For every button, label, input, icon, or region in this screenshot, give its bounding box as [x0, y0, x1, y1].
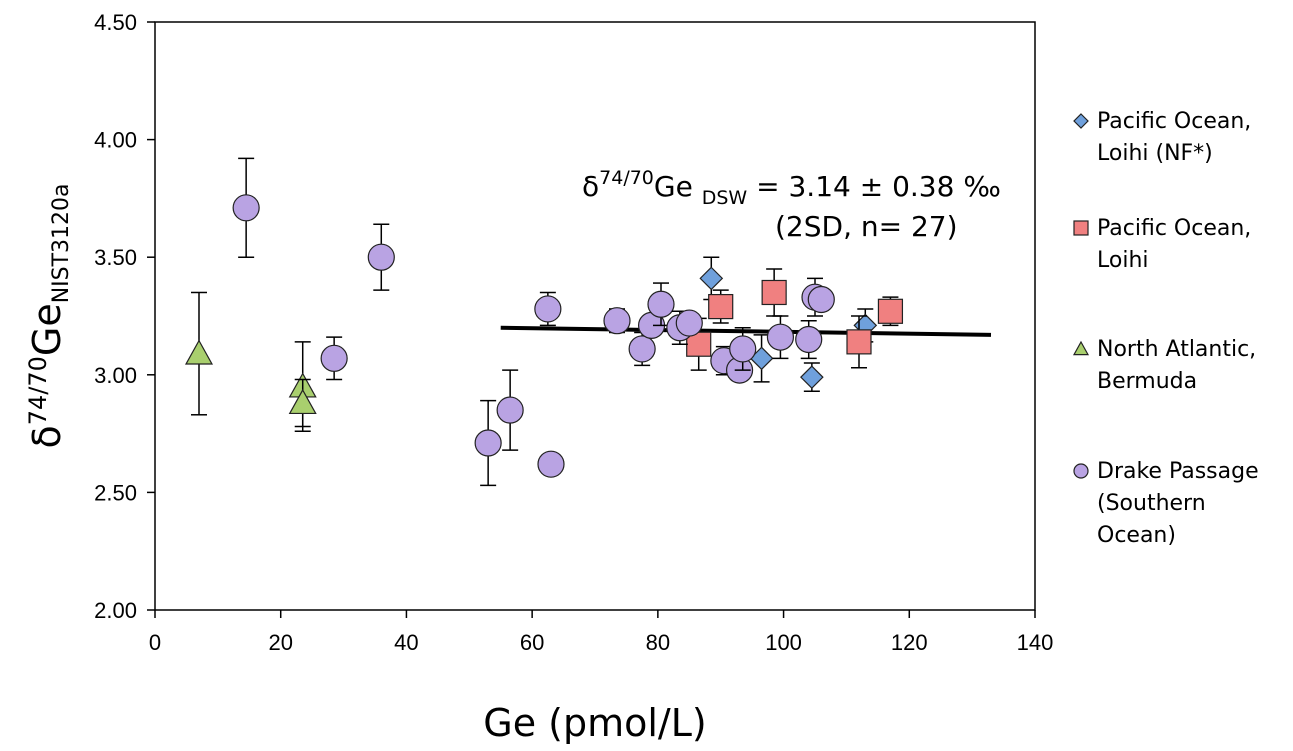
data-point-diamond [800, 365, 824, 390]
data-point-diamond [699, 266, 724, 291]
annotation-line2: (2SD, n= 27) [775, 210, 958, 243]
legend-label: Pacific Ocean, [1097, 216, 1251, 241]
data-point-circle [320, 344, 348, 372]
series-circle [232, 157, 835, 487]
data-point-circle [675, 309, 703, 337]
legend-marker-circle [1073, 463, 1089, 479]
legend-label: Pacific Ocean, [1097, 109, 1251, 134]
y-tick-label: 4.50 [94, 10, 137, 35]
x-tick-label: 40 [394, 630, 418, 655]
data-points [184, 157, 904, 487]
legend-label: Loihi (NF*) [1097, 141, 1213, 166]
data-point-triangle [184, 339, 214, 365]
data-point-circle [795, 325, 823, 354]
legend-marker-diamond [1073, 113, 1089, 129]
series-diamond [699, 256, 878, 393]
x-tick-label: 140 [1017, 630, 1054, 655]
y-tick-label: 2.50 [94, 480, 137, 505]
data-point-circle [647, 290, 675, 318]
y-tick-label: 4.00 [94, 128, 137, 153]
data-point-circle [766, 323, 795, 351]
data-point-triangle [288, 388, 317, 415]
data-point-square [877, 298, 904, 324]
legend-marker-square [1073, 220, 1089, 236]
data-point-square [708, 293, 734, 320]
data-point-circle [534, 295, 562, 323]
legend-marker-triangle [1072, 340, 1090, 356]
data-point-circle [474, 429, 502, 457]
data-point-circle [628, 335, 656, 363]
data-point-circle [807, 285, 835, 314]
data-point-circle [603, 307, 631, 335]
y-axis-ticks: 2.00 2.50 3.00 3.50 4.00 4.50 [94, 10, 155, 623]
legend-label: Loihi [1097, 248, 1149, 273]
y-tick-label: 2.00 [94, 598, 137, 623]
x-tick-label: 60 [520, 630, 544, 655]
x-axis-title: Ge (pmol/L) [483, 701, 706, 745]
legend-label: (Southern [1097, 491, 1206, 516]
data-point-circle [496, 396, 524, 424]
legend-label: North Atlantic, [1097, 337, 1256, 362]
x-tick-label: 80 [646, 630, 670, 655]
plot-frame [154, 21, 1036, 611]
series-triangle [184, 291, 317, 432]
y-tick-label: 3.50 [94, 245, 137, 270]
series-square [686, 268, 904, 371]
x-tick-label: 120 [891, 630, 928, 655]
legend-label: Drake Passage [1097, 459, 1259, 484]
fit-line [500, 325, 992, 337]
legend-label: Ocean) [1097, 523, 1176, 548]
y-tick-label: 3.00 [94, 363, 137, 388]
x-tick-label: 100 [765, 630, 802, 655]
y-axis-title: δ74/70GeNIST3120a [24, 183, 74, 448]
data-point-circle [537, 450, 565, 478]
data-point-circle [232, 194, 260, 222]
x-tick-label: 20 [268, 630, 292, 655]
legend: Pacific Ocean, Loihi (NF*) Pacific Ocean, L… [1072, 109, 1259, 548]
legend-label: Bermuda [1097, 369, 1197, 394]
data-point-circle [367, 243, 395, 271]
data-point-square [846, 329, 872, 355]
x-tick-label: 0 [149, 630, 161, 655]
annotation-line1: δ74/70Ge DSW = 3.14 ± 0.38 ‰ [582, 167, 1001, 209]
data-point-square [761, 279, 787, 306]
x-axis-ticks: 0 20 40 60 80 100 120 140 [149, 610, 1053, 655]
data-point-circle [729, 335, 757, 363]
